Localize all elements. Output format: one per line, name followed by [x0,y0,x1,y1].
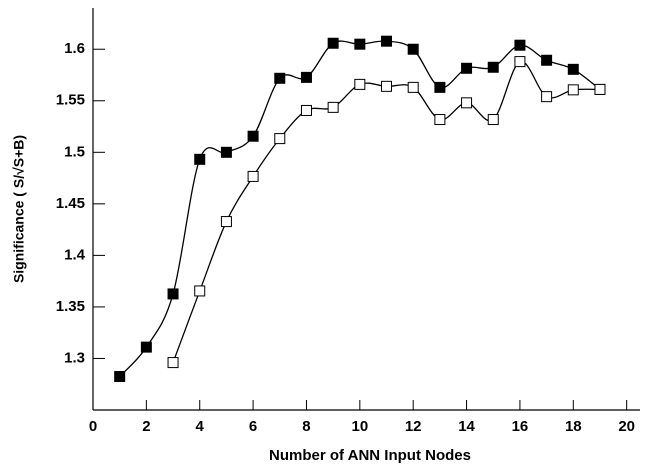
x-tick-label: 18 [565,418,582,435]
marker [300,71,312,83]
series-line [119,40,601,377]
y-tick-label: 1.45 [56,195,85,212]
marker [114,371,126,382]
marker [514,56,526,68]
y-axis-label: Significance ( S/√S+B) [11,135,27,283]
marker [167,357,179,369]
marker [247,130,259,142]
marker [354,78,366,90]
marker [434,114,446,126]
marker [274,72,286,84]
y-tick-label: 1.5 [64,143,85,160]
marker [434,81,446,93]
x-tick-label: 14 [458,418,475,435]
plot-area [114,35,606,382]
marker [407,43,419,55]
y-tick-label: 1.35 [56,298,85,315]
x-axis-label: Number of ANN Input Nodes [269,447,471,464]
marker [381,35,393,47]
x-tick-label: 8 [302,418,310,435]
x-tick-label: 12 [405,418,422,435]
x-tick-label: 20 [618,418,635,435]
marker [194,285,206,297]
series-line [172,60,600,363]
y-tick-label: 1.3 [64,349,85,366]
y-tick-label: 1.6 [64,40,85,57]
x-tick-label: 2 [142,418,150,435]
marker [327,37,339,49]
x-tick-label: 0 [89,418,97,435]
marker [461,62,473,74]
marker [140,341,152,353]
marker [594,83,606,95]
marker [327,101,339,113]
marker [487,114,499,126]
x-tick-label: 6 [249,418,257,435]
marker [541,54,553,66]
marker [407,81,419,93]
marker [194,153,206,165]
marker [167,288,179,300]
marker [300,104,312,116]
marker [567,84,579,96]
x-tick-label: 10 [351,418,368,435]
marker [487,61,499,73]
marker [354,38,366,50]
marker [514,39,526,51]
marker [220,216,232,228]
marker [461,97,473,109]
marker [247,170,259,182]
marker [274,133,286,145]
x-tick-label: 4 [196,418,205,435]
x-tick-label: 16 [512,418,529,435]
marker [381,80,393,92]
marker [567,63,579,75]
marker [220,146,232,158]
marker [541,91,553,103]
y-tick-label: 1.4 [64,246,86,263]
y-tick-label: 1.55 [56,92,85,109]
